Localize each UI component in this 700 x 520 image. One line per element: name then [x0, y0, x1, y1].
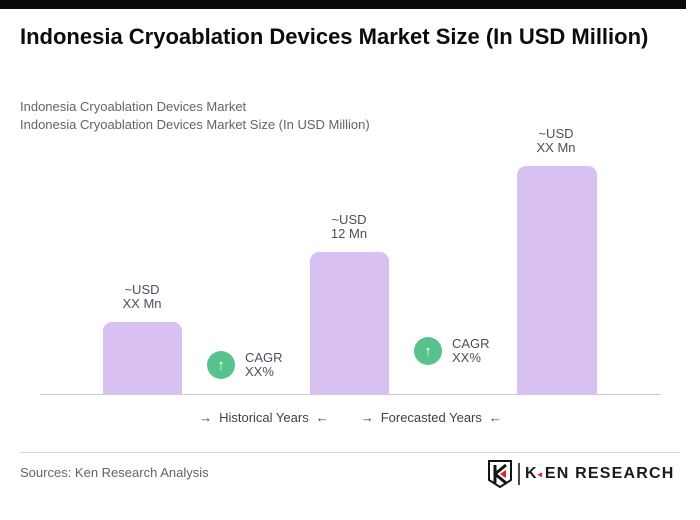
- bar-value-line2: XX Mn: [122, 296, 162, 311]
- cagr-annotation-forecast: ↑ CAGR XX%: [414, 337, 490, 365]
- bar-value-line1: ~USD: [538, 126, 574, 141]
- right-arrow-icon: →: [360, 410, 374, 425]
- x-axis-group-historical: → Historical Years ←: [199, 410, 329, 426]
- top-accent-bar: [0, 0, 686, 9]
- subtitle-line-2: Indonesia Cryoablation Devices Market Si…: [20, 117, 370, 132]
- right-arrow-icon: →: [199, 410, 213, 425]
- x-axis-group-forecasted: → Forecasted Years ←: [361, 410, 502, 426]
- footer-divider: [20, 452, 680, 453]
- up-arrow-icon: ↑: [424, 342, 432, 360]
- cagr-label-line2: XX%: [452, 350, 481, 365]
- x-axis-label-forecasted: Forecasted Years: [380, 410, 482, 425]
- subtitle-line-1: Indonesia Cryoablation Devices Market: [20, 99, 247, 114]
- cagr-up-arrow-badge: ↑: [207, 351, 235, 379]
- page-title: Indonesia Cryoablation Devices Market Si…: [20, 24, 649, 49]
- sources-text: Sources: Ken Research Analysis: [20, 465, 209, 480]
- bar-value-label: ~USD XX Mn: [82, 283, 202, 311]
- ken-research-logo: K ◄ EN RESEARCH: [487, 459, 675, 489]
- cagr-label-line1: CAGR: [245, 350, 283, 365]
- bar-historical: [103, 322, 182, 394]
- cagr-label-line1: CAGR: [452, 336, 490, 351]
- left-arrow-icon: ←: [315, 410, 329, 425]
- cagr-label: CAGR XX%: [452, 337, 490, 365]
- bar-value-label: ~USD 12 Mn: [289, 213, 409, 241]
- bar-value-label: ~USD XX Mn: [496, 127, 616, 155]
- x-axis-labels: → Historical Years ← → Forecasted Years …: [40, 410, 661, 426]
- bar-value-line1: ~USD: [331, 212, 367, 227]
- cagr-label: CAGR XX%: [245, 351, 283, 379]
- x-axis-line: [40, 394, 661, 395]
- bar-forecast: [517, 166, 597, 394]
- cagr-label-line2: XX%: [245, 364, 274, 379]
- up-arrow-icon: ↑: [217, 356, 225, 374]
- logo-divider: [518, 463, 520, 485]
- logo-red-triangle-icon: ◄: [535, 469, 545, 479]
- logo-wordmark-k: K: [525, 465, 538, 482]
- bar-value-line1: ~USD: [124, 282, 160, 297]
- cagr-up-arrow-badge: ↑: [414, 337, 442, 365]
- bar-value-line2: 12 Mn: [330, 226, 368, 241]
- cagr-annotation-historical: ↑ CAGR XX%: [207, 351, 283, 379]
- chart-subtitle: Indonesia Cryoablation Devices Market In…: [20, 98, 370, 134]
- bar-value-line2: XX Mn: [536, 140, 576, 155]
- x-axis-label-historical: Historical Years: [219, 410, 309, 425]
- bar-current: [310, 252, 389, 394]
- shield-k-icon: [488, 460, 512, 488]
- logo-wordmark: K ◄ EN RESEARCH: [525, 465, 675, 483]
- logo-wordmark-rest: EN RESEARCH: [544, 465, 675, 482]
- left-arrow-icon: ←: [488, 410, 502, 425]
